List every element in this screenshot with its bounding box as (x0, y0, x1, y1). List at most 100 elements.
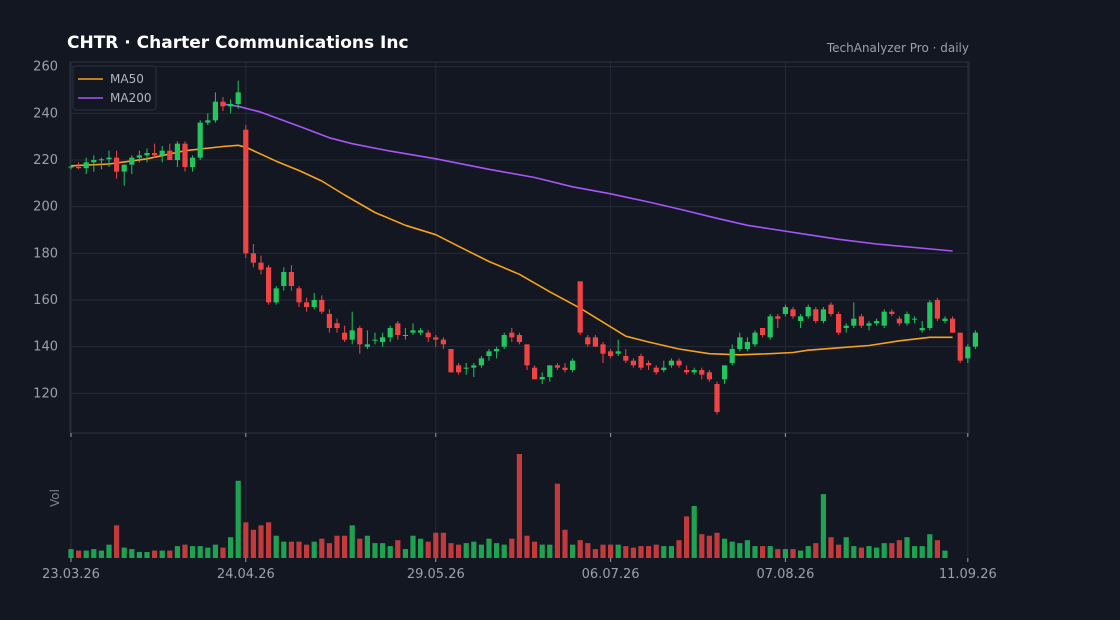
candle-body (858, 316, 864, 326)
candle-body (820, 309, 826, 321)
volume-bar (114, 525, 120, 558)
volume-bar (167, 550, 173, 558)
volume-bar (174, 546, 180, 558)
volume-bar (668, 546, 674, 558)
volume-bar (767, 546, 773, 558)
candle-body (896, 318, 902, 324)
volume-bar (220, 547, 226, 558)
candle-body (509, 332, 515, 338)
volume-bar (380, 543, 386, 558)
volume-bar (494, 543, 500, 558)
volume-series (68, 454, 948, 558)
candle-body (501, 335, 507, 347)
volume-bar (600, 544, 606, 558)
candle-body (608, 351, 614, 356)
candle-body (129, 157, 135, 165)
volume-bar (250, 529, 256, 558)
volume-bar (737, 543, 743, 558)
candle-body (638, 356, 644, 368)
candle-body (266, 267, 272, 303)
volume-bar (722, 538, 728, 558)
volume-bar (121, 547, 127, 558)
volume-bar (501, 544, 507, 558)
volume-bar (144, 552, 150, 558)
candle-body (699, 370, 705, 375)
candle-body (281, 272, 287, 286)
volume-bar (912, 546, 918, 558)
volume-bar (159, 550, 165, 558)
volume-bar (372, 543, 378, 558)
volume-bar (152, 550, 158, 558)
candle-body (334, 323, 340, 328)
volume-bar (934, 540, 940, 558)
candle-body (623, 356, 629, 361)
volume-axis-label: Vol (48, 489, 62, 507)
candle-body (539, 377, 545, 380)
candle-body (136, 155, 142, 158)
candle-body (729, 349, 735, 363)
volume-bar (349, 525, 355, 558)
candle-body (98, 159, 104, 161)
candle-body (547, 365, 553, 377)
candle-body (965, 346, 971, 359)
candle-body (235, 92, 241, 104)
volume-bar (760, 546, 766, 558)
x-tick-label: 07.08.26 (756, 567, 814, 582)
volume-bar (615, 544, 621, 558)
y-tick-label: 200 (33, 200, 58, 215)
x-tick-label: 24.04.26 (217, 567, 275, 582)
volume-bar (456, 544, 462, 558)
volume-bar (212, 544, 218, 558)
candle-body (874, 321, 880, 324)
volume-bar (684, 516, 690, 558)
volume-bar (532, 541, 538, 558)
candle-body (205, 120, 211, 123)
candle-body (646, 363, 652, 366)
volume-bar (691, 506, 697, 558)
volume-bar (904, 537, 910, 558)
volume-bar (129, 549, 135, 558)
legend-label-ma200: MA200 (110, 91, 151, 105)
candle-body (592, 337, 598, 347)
volume-bar (425, 541, 431, 558)
y-tick-label: 180 (33, 246, 58, 261)
candle-body (972, 332, 978, 347)
volume-bar (281, 541, 287, 558)
candle-body (722, 365, 728, 380)
volume-bar (798, 550, 804, 558)
volume-bar (228, 537, 234, 558)
price-panel-frame (69, 61, 970, 434)
ma200-line (222, 103, 953, 252)
candle-body (927, 302, 933, 328)
moving-average-lines (70, 103, 953, 356)
volume-bar (858, 547, 864, 558)
volume-bar (562, 529, 568, 558)
volume-bar (418, 538, 424, 558)
candle-body (326, 314, 332, 328)
candle-body (585, 337, 591, 345)
candle-body (486, 351, 492, 356)
candle-body (288, 272, 294, 286)
volume-bar (630, 547, 636, 558)
candle-body (228, 104, 234, 107)
volume-bar (304, 544, 310, 558)
candle-body (380, 337, 386, 342)
volume-bar (205, 547, 211, 558)
volume-bar (729, 541, 735, 558)
candle-body (114, 157, 120, 172)
y-tick-label: 140 (33, 340, 58, 355)
candle-body (402, 335, 408, 336)
legend: MA50 MA200 (72, 65, 157, 111)
x-axis-ticks: 23.03.26 24.04.26 29.05.26 06.07.26 07.08.26… (42, 433, 997, 582)
volume-bar (326, 543, 332, 558)
volume-bar (874, 547, 880, 558)
volume-bar (235, 480, 241, 558)
legend-box (72, 65, 157, 111)
candle-body (471, 365, 477, 368)
candle-body (106, 157, 112, 160)
volume-bar (440, 532, 446, 558)
x-tick-label: 06.07.26 (582, 567, 640, 582)
volume-bar (433, 532, 439, 558)
volume-bar (744, 540, 750, 558)
candle-body (919, 328, 925, 331)
